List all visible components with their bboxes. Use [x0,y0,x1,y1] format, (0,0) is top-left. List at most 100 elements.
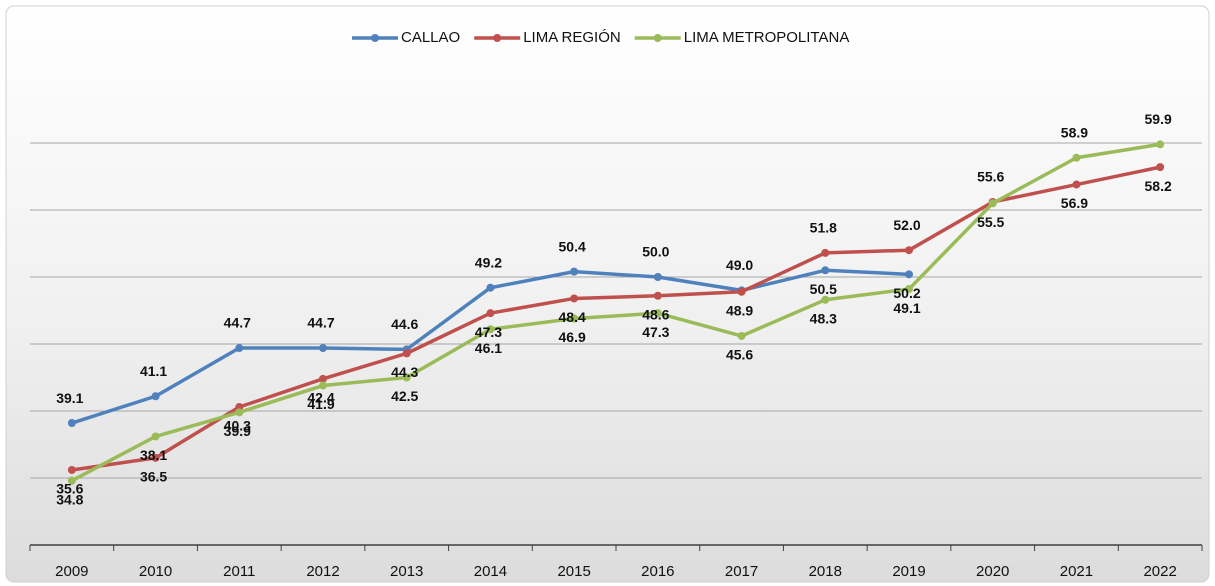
data-label: 50.5 [810,281,837,297]
data-label: 39.9 [224,423,251,439]
labels: 39.1 35.634.8 41.1 36.5 38.1 44.7 40.339.9 44.7… [56,111,1172,507]
x-tick-label: 2021 [1060,563,1093,580]
x-tick-label: 2017 [725,563,758,580]
data-label: 55.5 [977,214,1004,230]
data-label: 47.3 [475,324,502,340]
x-tick-label: 2016 [641,563,674,580]
legend-label: CALLAO [401,29,460,46]
data-label: 46.1 [475,340,502,356]
data-label: 50.2 [893,285,920,301]
legend-marker [493,34,502,42]
data-point [821,266,830,275]
data-label: 55.6 [977,169,1004,185]
x-tick-label: 2019 [892,563,925,580]
data-point [486,283,495,292]
data-label: 49.1 [893,300,920,316]
data-label: 34.8 [56,491,83,507]
data-label: 36.5 [140,469,167,485]
data-label: 58.9 [1061,124,1088,140]
data-label: 49.0 [726,257,753,273]
data-point [402,349,411,358]
data-point [486,309,495,318]
data-point [570,267,579,276]
data-label: 50.0 [642,244,669,260]
data-point [67,476,76,485]
data-point [570,294,579,303]
data-label: 41.9 [307,396,334,412]
legend-label: LIMA METROPOLITANA [684,29,850,46]
data-label: 47.3 [642,324,669,340]
data-point [570,314,579,323]
chart-background [5,5,1210,583]
data-point [486,325,495,334]
data-label: 49.2 [475,254,502,270]
data-point [151,392,160,401]
data-point [235,344,244,353]
x-tick-label: 2010 [139,563,172,580]
x-tick-label: 2020 [976,563,1009,580]
data-label: 44.3 [391,364,418,380]
data-point [67,465,76,474]
x-tick-label: 2011 [223,563,255,580]
data-point [235,408,244,417]
data-point [151,453,160,462]
series-line [71,142,1161,483]
data-label: 39.1 [56,390,83,406]
data-label: 35.6 [56,481,83,497]
data-label: 42.5 [391,388,418,404]
data-label: 41.1 [140,363,167,379]
data-point [151,432,160,441]
data-label: 46.9 [559,329,586,345]
data-label: 44.7 [224,315,251,331]
grid [30,142,1202,479]
legend-label: LIMA REGIÓN [523,29,621,46]
data-point [905,285,913,294]
data-point [1156,163,1165,172]
x-tick-label: 2014 [474,563,507,580]
data-point [737,287,746,296]
data-label: 48.3 [810,310,837,326]
x-tick-label: 2022 [1143,563,1176,580]
data-point [1156,140,1165,149]
data-label: 48.9 [726,302,753,318]
data-label: 45.6 [726,347,753,363]
data-point [67,419,76,428]
data-label: 38.1 [140,447,167,463]
data-point [653,309,662,318]
data-label: 52.0 [893,217,920,233]
data-label: 44.6 [391,316,418,332]
x-tick-label: 2015 [557,563,590,580]
data-point [1072,153,1081,162]
data-label: 44.7 [307,315,334,331]
legend: CALLAO LIMA REGIÓN LIMA METROPOLITANA [352,29,849,46]
x-tick-label: 2018 [809,563,842,580]
series-line [71,165,1161,472]
data-point [402,373,411,382]
data-point [653,291,662,300]
data-point [653,273,662,281]
data-point [905,246,913,255]
data-point [319,374,327,383]
data-point [1072,180,1081,189]
data-point [319,344,327,353]
x-tick-label: 2012 [306,563,339,580]
lines [67,140,1165,485]
data-point [821,248,830,257]
data-label: 40.3 [224,418,251,434]
data-label: 50.4 [559,238,586,254]
data-label: 42.4 [307,390,334,406]
data-label: 59.9 [1145,111,1172,127]
data-point [319,381,327,390]
data-point [737,331,746,340]
data-label: 48.4 [559,309,586,325]
x-tick-label: 2009 [55,563,88,580]
legend-marker [653,34,662,42]
data-label: 48.6 [642,306,669,322]
legend-marker [371,34,379,42]
x-axis: 2009 2010 2011 2012 2013 2014 2015 2016 2017 2018… [29,544,1203,580]
data-point [988,199,997,208]
data-label: 51.8 [810,220,837,236]
data-label: 58.2 [1145,178,1172,194]
